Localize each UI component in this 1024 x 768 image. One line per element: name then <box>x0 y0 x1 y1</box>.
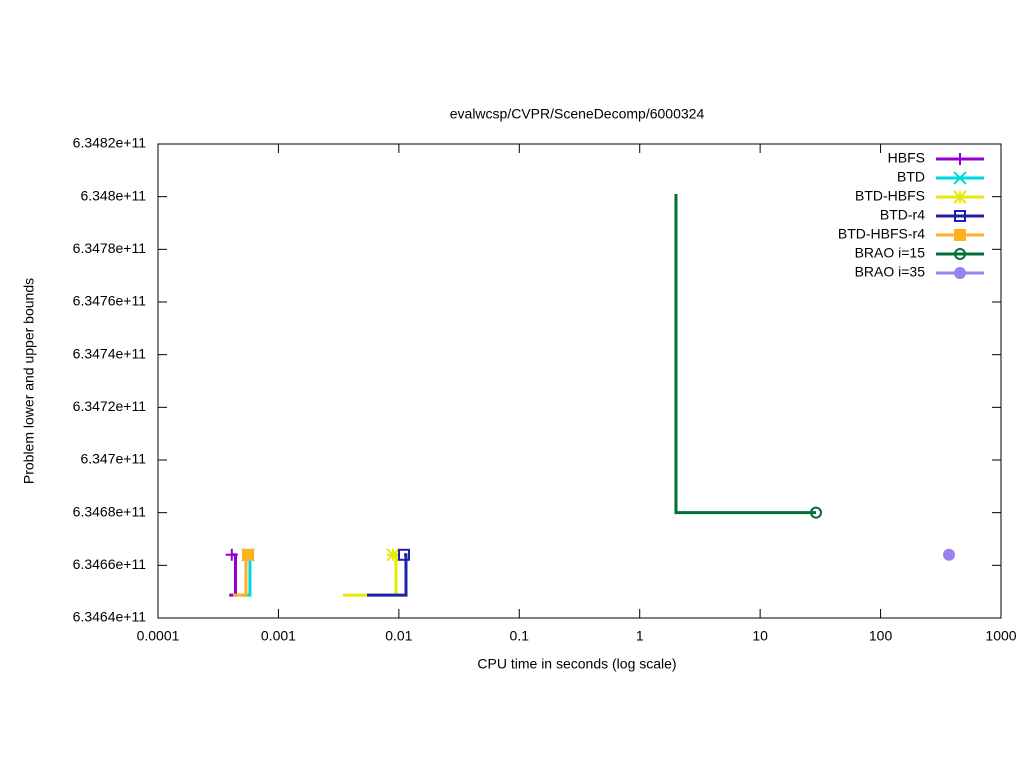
chart-title: evalwcsp/CVPR/SceneDecomp/6000324 <box>450 106 705 122</box>
y-tick-label: 6.3478e+11 <box>73 240 147 256</box>
x-tick-label: 10 <box>752 628 768 644</box>
x-tick-label: 0.0001 <box>137 628 180 644</box>
y-tick-label: 6.3476e+11 <box>73 293 147 309</box>
marker <box>954 153 966 165</box>
marker <box>225 548 238 561</box>
plot-frame <box>157 143 1002 619</box>
marker <box>242 548 255 561</box>
marker <box>954 248 966 260</box>
marker <box>953 190 967 204</box>
legend-label: BRAO i=35 <box>855 264 926 280</box>
y-tick-label: 6.3472e+11 <box>73 398 147 414</box>
marker <box>810 506 823 519</box>
legend-label: BTD-r4 <box>880 207 925 223</box>
marker <box>397 548 410 561</box>
legend-label: BTD-HBFS <box>855 188 925 204</box>
marker <box>953 171 967 185</box>
x-tick-label: 1 <box>636 628 644 644</box>
y-tick-label: 6.3464e+11 <box>73 609 147 625</box>
y-tick-label: 6.3468e+11 <box>73 503 147 519</box>
x-tick-label: 0.01 <box>385 628 412 644</box>
x-tick-label: 1000 <box>985 628 1016 644</box>
series-line <box>674 194 817 515</box>
y-tick-label: 6.3474e+11 <box>73 345 147 361</box>
legend-label: BTD <box>897 169 925 185</box>
y-tick-label: 6.3482e+11 <box>73 135 147 151</box>
y-axis-label: Problem lower and upper bounds <box>21 278 37 484</box>
marker <box>954 267 966 279</box>
series-line <box>367 553 408 597</box>
legend-label: BTD-HBFS-r4 <box>838 226 925 242</box>
marker <box>942 548 955 561</box>
x-tick-label: 0.001 <box>261 628 296 644</box>
y-tick-label: 6.347e+11 <box>80 451 146 467</box>
y-tick-label: 6.348e+11 <box>80 187 146 203</box>
marker <box>954 210 966 222</box>
x-tick-label: 100 <box>869 628 893 644</box>
legend-label: HBFS <box>888 150 925 166</box>
x-tick-label: 0.1 <box>510 628 530 644</box>
marker <box>386 548 400 562</box>
marker <box>954 229 966 241</box>
legend-label: BRAO i=15 <box>855 245 926 261</box>
y-tick-label: 6.3466e+11 <box>73 556 147 572</box>
x-axis-label: CPU time in seconds (log scale) <box>477 656 676 672</box>
